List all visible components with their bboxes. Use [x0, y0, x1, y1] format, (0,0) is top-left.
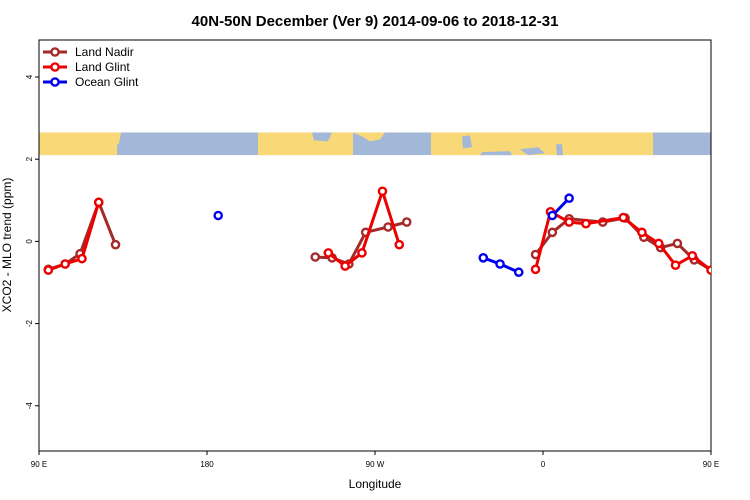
data-point-land-nadir	[383, 222, 393, 232]
data-point-land-nadir	[401, 217, 412, 227]
y-axis: -4 -2 0 2 4	[25, 74, 39, 409]
data-point-land-glint	[618, 212, 629, 223]
data-point-land-glint	[323, 248, 334, 258]
data-point-ocean-glint	[478, 253, 489, 263]
data-point-land-glint	[726, 262, 733, 269]
data-point-ocean-glint	[513, 267, 524, 278]
x-tick-label: 180	[200, 460, 214, 469]
world-map-strip	[39, 132, 711, 156]
map-land-greenland-edge	[353, 132, 385, 142]
data-point-land-glint	[564, 217, 574, 227]
map-land-korea-japan	[116, 132, 121, 147]
data-point-land-nadir	[547, 227, 558, 238]
data-point-ocean-glint	[495, 259, 505, 269]
data-point-ocean-glint	[564, 193, 574, 204]
map-land-north-america	[258, 132, 353, 156]
data-point-ocean-glint	[547, 210, 558, 221]
data-point-land-nadir	[110, 239, 121, 250]
x-tick-label: 0	[541, 460, 546, 469]
data-point-land-nadir	[726, 260, 733, 267]
series-ocean-glint	[213, 193, 574, 278]
series-land-glint	[43, 186, 750, 275]
data-point-land-nadir	[743, 251, 750, 258]
legend-label-land-glint: Land Glint	[75, 60, 130, 74]
data-point-land-glint	[637, 227, 647, 238]
data-point-land-glint	[60, 259, 70, 269]
x-tick-label: 90 E	[31, 460, 47, 469]
legend-marker-land-glint	[50, 62, 60, 72]
map-land-asia	[39, 132, 117, 156]
plot-frame	[38, 39, 712, 452]
data-point-land-glint	[687, 250, 698, 261]
data-point-land-glint	[670, 260, 681, 271]
data-point-land-glint	[93, 197, 104, 208]
data-point-land-glint	[745, 255, 750, 262]
y-tick-label: 4	[25, 74, 34, 79]
legend-marker-ocean-glint	[50, 77, 60, 87]
data-point-land-glint	[706, 265, 711, 275]
data-point-land-glint	[340, 261, 350, 271]
data-point-ocean-glint	[213, 210, 223, 221]
data-point-land-glint	[581, 218, 591, 229]
y-tick-label: -2	[25, 319, 34, 327]
data-point-land-glint	[394, 239, 405, 250]
x-tick-label: 90 W	[366, 460, 385, 469]
series-line-land-glint	[47, 201, 101, 272]
legend-label-land-nadir: Land Nadir	[75, 45, 134, 59]
data-point-land-glint	[530, 264, 541, 275]
map-ocean-mediterranean	[480, 151, 512, 156]
y-tick-label: -4	[25, 402, 34, 410]
data-point-land-glint	[43, 265, 54, 275]
series-layer	[43, 186, 750, 278]
map-ocean-north-sea	[462, 135, 472, 149]
legend-label-ocean-glint: Ocean Glint	[75, 75, 139, 89]
data-point-land-glint	[377, 186, 388, 197]
chart-title: 40N-50N December (Ver 9) 2014-09-06 to 2…	[192, 13, 559, 30]
data-point-land-glint	[357, 248, 367, 258]
y-tick-label: 2	[25, 156, 34, 161]
map-ocean-hudson-bay	[312, 132, 332, 142]
x-tick-label: 90 E	[703, 460, 719, 469]
map-ocean-black-sea	[520, 147, 545, 156]
data-point-land-glint	[77, 253, 87, 264]
data-point-land-nadir	[672, 238, 683, 249]
x-axis: 90 E 180 90 W 0 90 E	[31, 451, 719, 469]
series-line-land-nadir	[534, 216, 711, 272]
y-axis-label: XCO2 - MLO trend (ppm)	[0, 178, 14, 313]
legend-marker-land-nadir	[50, 47, 60, 57]
data-point-land-glint	[653, 238, 664, 249]
data-point-land-nadir	[310, 252, 321, 262]
x-axis-label: Longitude	[349, 477, 402, 491]
map-land-eurasia	[431, 132, 653, 156]
map-ocean-caspian-sea	[556, 144, 563, 156]
y-tick-label: 0	[25, 239, 34, 244]
